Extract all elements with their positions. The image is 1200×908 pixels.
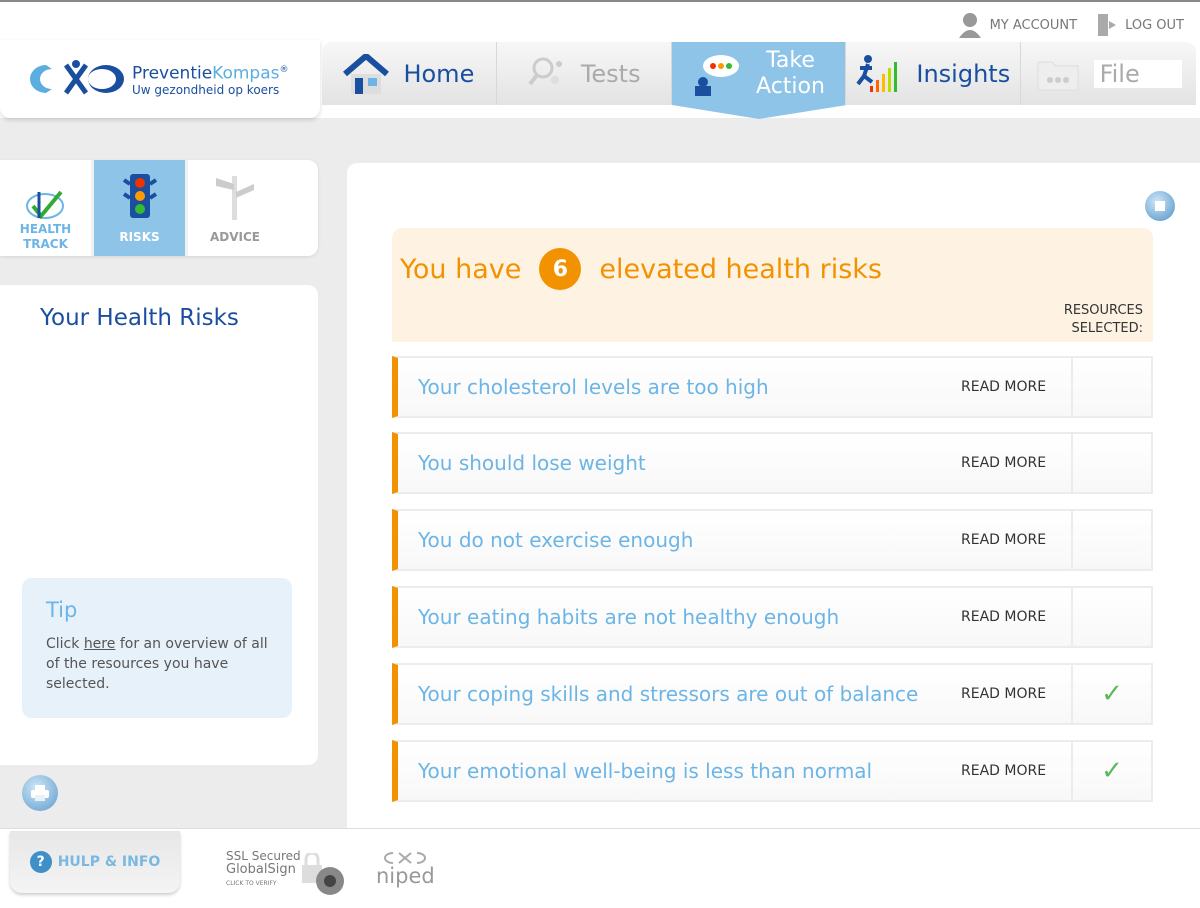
risk-row: Your coping skills and stressors are out… <box>392 663 1153 725</box>
lock-icon <box>302 853 344 895</box>
subnav-risks[interactable]: RISKS <box>94 160 188 256</box>
risk-row: You should lose weight READ MORE <box>392 432 1153 494</box>
magnifier-icon <box>528 57 562 85</box>
read-more-link[interactable]: READ MORE <box>961 609 1047 625</box>
logo[interactable]: PreventieKompas® Uw gezondheid op koers <box>0 40 320 118</box>
ssl-text: SSL Secured <box>226 849 301 863</box>
top-border <box>0 0 1200 2</box>
tab-label: Tests <box>580 59 641 88</box>
checkmark-icon: ✓ <box>1101 679 1123 709</box>
sub-nav: HEALTH TRACK RISKS ADVICE <box>0 160 318 256</box>
runner-bars-icon <box>856 54 898 92</box>
help-label: HULP & INFO <box>57 854 161 870</box>
ssl-verify: CLICK TO VERIFY <box>226 880 277 887</box>
resource-selected-checkbox[interactable]: ✓ <box>1071 665 1151 723</box>
read-more-link[interactable]: READ MORE <box>961 763 1047 779</box>
tab-take-action[interactable]: Take Action <box>671 42 847 119</box>
tip-here-link[interactable]: here <box>83 636 116 652</box>
my-account-label: MY ACCOUNT <box>989 17 1078 33</box>
user-icon <box>958 13 981 38</box>
tab-label: Take Action <box>756 47 825 99</box>
signpost-icon <box>216 176 254 220</box>
tab-home[interactable]: Home <box>322 42 497 105</box>
risk-summary: You have 6 elevated health risks <box>400 248 882 290</box>
tab-file[interactable]: File <box>1021 42 1196 105</box>
risk-row: Your eating habits are not healthy enoug… <box>392 586 1153 648</box>
footer: ? HULP & INFO SSL Secured GlobalSign CLI… <box>0 828 1200 908</box>
risk-count-badge: 6 <box>539 248 582 290</box>
ssl-brand: GlobalSign <box>226 862 296 877</box>
read-more-link[interactable]: READ MORE <box>961 686 1047 702</box>
my-account-link[interactable]: MY ACCOUNT <box>958 12 1078 38</box>
resource-selected-checkbox[interactable]: ✓ <box>1071 742 1151 800</box>
brand-name: PreventieKompas® <box>132 63 289 84</box>
tab-tests[interactable]: Tests <box>497 42 672 105</box>
read-more-link[interactable]: READ MORE <box>961 532 1047 548</box>
subnav-label: HEALTH TRACK <box>19 222 72 251</box>
subnav-label: RISKS <box>119 230 160 244</box>
account-bar: MY ACCOUNT LOG OUT <box>948 12 1184 38</box>
house-icon <box>343 53 390 94</box>
tip-text: Click here for an overview of all of the… <box>46 636 268 692</box>
resource-selected-checkbox[interactable] <box>1071 358 1151 416</box>
subnav-advice[interactable]: ADVICE <box>188 160 282 256</box>
panel-title: Your Health Risks <box>40 305 239 331</box>
resource-selected-checkbox[interactable] <box>1071 511 1151 569</box>
question-icon: ? <box>29 851 52 873</box>
niped-logo-icon <box>30 60 124 95</box>
niped-logo: niped <box>376 849 435 888</box>
health-track-icon <box>25 190 64 220</box>
summary-post: elevated health risks <box>599 253 882 285</box>
risk-title[interactable]: You should lose weight <box>418 451 646 475</box>
niped-mark-icon <box>384 852 427 864</box>
print-button[interactable] <box>22 775 58 811</box>
fullscreen-button[interactable] <box>1145 191 1175 221</box>
resource-selected-checkbox[interactable] <box>1071 434 1151 492</box>
risk-title[interactable]: Your coping skills and stressors are out… <box>418 682 919 706</box>
tip-box: Tip Click here for an overview of all of… <box>22 578 292 718</box>
resources-selected-header: RESOURCES SELECTED: <box>1063 303 1143 336</box>
folder-icon <box>1037 61 1079 90</box>
niped-text: niped <box>376 864 435 888</box>
risk-row: Your emotional well-being is less than n… <box>392 740 1153 802</box>
expand-icon <box>1155 201 1165 211</box>
printer-icon <box>31 785 49 801</box>
tab-label: Insights <box>916 59 1011 88</box>
read-more-link[interactable]: READ MORE <box>961 379 1047 395</box>
ssl-seal[interactable]: SSL Secured GlobalSign CLICK TO VERIFY <box>226 849 344 895</box>
tab-insights[interactable]: Insights <box>846 42 1022 105</box>
risk-title[interactable]: Your cholesterol levels are too high <box>418 375 769 399</box>
read-more-link[interactable]: READ MORE <box>961 455 1047 471</box>
resource-selected-checkbox[interactable] <box>1071 588 1151 646</box>
checkmark-icon: ✓ <box>1101 756 1123 786</box>
risk-title[interactable]: Your emotional well-being is less than n… <box>418 759 873 783</box>
risk-title[interactable]: Your eating habits are not healthy enoug… <box>418 605 840 629</box>
left-panel: Your Health Risks Tip Click here for an … <box>0 285 318 765</box>
tagline: Uw gezondheid op koers <box>132 82 280 97</box>
help-info-button[interactable]: ? HULP & INFO <box>10 831 180 893</box>
log-out-link[interactable]: LOG OUT <box>1097 13 1184 37</box>
tab-label: Home <box>403 59 475 88</box>
subnav-health-track[interactable]: HEALTH TRACK <box>0 160 94 256</box>
main-nav: Home Tests Take Action Insights File <box>322 42 1196 119</box>
door-exit-icon <box>1098 14 1117 36</box>
tip-title: Tip <box>46 598 78 622</box>
tab-label: File <box>1093 59 1182 88</box>
risk-title[interactable]: You do not exercise enough <box>418 528 694 552</box>
risk-row: Your cholesterol levels are too high REA… <box>392 356 1153 418</box>
log-out-label: LOG OUT <box>1125 17 1184 33</box>
summary-pre: You have <box>400 253 522 285</box>
subnav-label: ADVICE <box>209 230 260 244</box>
speech-bubble-person-icon <box>695 54 740 96</box>
risk-summary-banner: You have 6 elevated health risks RESOURC… <box>392 228 1153 342</box>
main-panel: You have 6 elevated health risks RESOURC… <box>347 163 1200 828</box>
risk-row: You do not exercise enough READ MORE <box>392 509 1153 571</box>
traffic-light-icon <box>122 174 157 218</box>
